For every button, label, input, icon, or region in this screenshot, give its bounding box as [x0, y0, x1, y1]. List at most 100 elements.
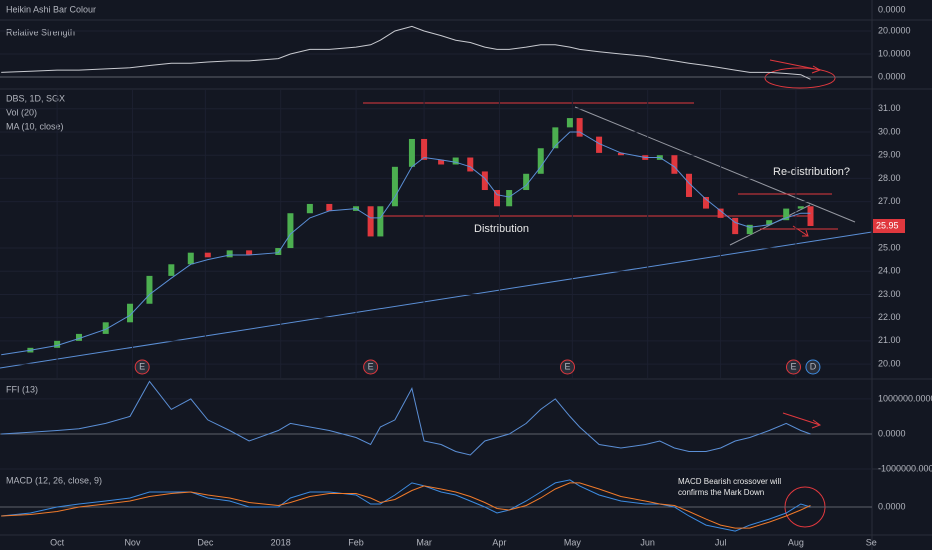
event-marker	[805, 359, 821, 375]
candle	[438, 159, 445, 165]
panel-title: DBS, 1D, SGX	[6, 93, 65, 103]
x-tick-label: Mar	[416, 537, 432, 547]
annotation: confirms the Mark Down	[678, 488, 764, 497]
candle	[766, 220, 773, 225]
candle	[75, 333, 82, 341]
y-tick-label: 0.0000	[878, 4, 906, 14]
event-marker	[559, 359, 575, 375]
event-label: D	[810, 361, 817, 371]
y-tick-label: 23.00	[878, 289, 901, 299]
candle	[566, 118, 573, 128]
candle	[617, 152, 624, 156]
candle	[421, 138, 428, 160]
candle	[537, 148, 544, 174]
candle	[717, 208, 724, 218]
event-marker	[786, 359, 802, 375]
event-label: E	[790, 361, 796, 371]
x-tick-label: Aug	[788, 537, 804, 547]
x-tick-label: Nov	[124, 537, 141, 547]
candle	[552, 127, 559, 149]
y-tick-label: 22.00	[878, 312, 901, 322]
panel-title: MACD (12, 26, close, 9)	[6, 475, 102, 485]
event-label: E	[139, 361, 145, 371]
event-marker	[363, 359, 379, 375]
candle	[481, 171, 488, 191]
y-tick-label: 27.00	[878, 196, 901, 206]
panel-title: Vol (20)	[6, 107, 37, 117]
y-tick-label: -1000000.0000	[878, 463, 932, 473]
x-tick-label: Jun	[640, 537, 655, 547]
y-tick-label: 0.0000	[878, 71, 906, 81]
y-tick-label: 20.0000	[878, 25, 911, 35]
candle	[391, 166, 398, 207]
legend-entry: MA (10, close)	[6, 121, 64, 131]
panel-title: Heikin Ashi Bar Colour	[6, 4, 96, 14]
price-label: 25.95	[876, 220, 899, 230]
drawings	[0, 59, 873, 528]
y-tick-label: 28.00	[878, 173, 901, 183]
y-tick-label: 0.0000	[878, 501, 906, 511]
annotation: Distribution	[474, 223, 529, 235]
candle	[452, 157, 459, 165]
candle	[187, 252, 194, 265]
y-tick-label: 24.00	[878, 266, 901, 276]
candle	[797, 206, 804, 209]
panel-title: Relative Strength	[6, 27, 75, 37]
candle	[367, 206, 374, 237]
y-tick-label: 1000000.0000	[878, 393, 932, 403]
candle	[287, 213, 294, 249]
candle	[306, 203, 313, 214]
candle	[54, 340, 61, 348]
x-tick-label: Feb	[348, 537, 364, 547]
candle	[671, 155, 678, 174]
x-tick-label: Dec	[197, 537, 214, 547]
candle	[226, 250, 233, 258]
y-tick-label: 20.00	[878, 358, 901, 368]
y-tick-label: 10.0000	[878, 48, 911, 58]
candle	[146, 275, 153, 304]
annotation: MACD Bearish crossover will	[678, 477, 781, 486]
series-line	[1, 380, 811, 456]
y-tick-label: 21.00	[878, 335, 901, 345]
candle	[703, 196, 710, 209]
series-line	[1, 25, 811, 80]
candle	[506, 190, 513, 207]
candle	[523, 173, 530, 191]
candle	[127, 303, 134, 323]
series-line	[1, 482, 811, 529]
y-tick-label: 30.00	[878, 126, 901, 136]
candle	[377, 206, 384, 237]
x-tick-label: Jul	[715, 537, 727, 547]
candle	[408, 138, 415, 167]
candle	[204, 252, 211, 258]
annotation: Re-distribution?	[773, 166, 850, 178]
y-tick-label: 0.0000	[878, 428, 906, 438]
event-marker	[134, 359, 150, 375]
candle	[685, 173, 692, 197]
candle	[596, 136, 603, 153]
x-tick-label: Apr	[492, 537, 506, 547]
y-tick-label: 31.00	[878, 103, 901, 113]
series-line	[1, 131, 811, 356]
candle	[732, 217, 739, 235]
y-tick-label: 29.00	[878, 150, 901, 160]
x-tick-label: 2018	[271, 537, 291, 547]
y-tick-label: 25.00	[878, 242, 901, 252]
panel-title: FFI (13)	[6, 384, 38, 394]
candle	[494, 190, 501, 207]
x-tick-label: May	[564, 537, 582, 547]
price-label-box	[873, 218, 905, 233]
candle	[102, 322, 109, 334]
candle	[168, 264, 175, 276]
event-label: E	[564, 361, 570, 371]
candle	[807, 206, 814, 226]
candle	[783, 208, 790, 221]
candle	[746, 224, 753, 235]
candle	[467, 157, 474, 172]
candle	[275, 248, 282, 256]
x-tick-label: Se	[866, 537, 877, 547]
candle	[326, 203, 333, 211]
candle	[576, 118, 583, 137]
